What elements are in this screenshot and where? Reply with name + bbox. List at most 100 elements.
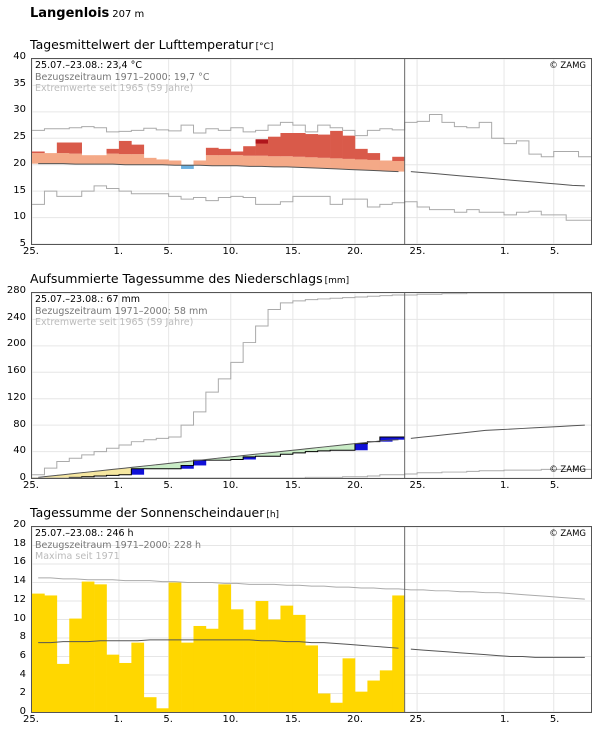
sunshine-x-tick: 25. <box>23 714 39 725</box>
temperature-bar-warm <box>305 134 319 158</box>
sunshine-x-tick: 1. <box>499 714 510 725</box>
temperature-title-text: Tagesmittelwert der Lufttemperatur <box>30 37 254 52</box>
sunshine-x-tick: 5. <box>163 714 173 725</box>
precipitation-deficit-area <box>255 453 269 457</box>
precipitation-deficit-area <box>268 452 281 457</box>
sunshine-y-tick: 12 <box>13 593 26 605</box>
precipitation-deficit-area <box>44 476 58 478</box>
temperature-bar-mild <box>131 154 145 165</box>
precipitation-info-line: 25.07.–23.08.: 67 mm <box>35 294 141 305</box>
temperature-extreme-max-line <box>32 114 591 158</box>
sunshine-x-tick: 1. <box>113 714 124 725</box>
temperature-bar-warm <box>131 144 145 155</box>
temperature-bar-warm <box>342 135 356 159</box>
temperature-normal-line <box>38 163 399 173</box>
temperature-y-tick: 30 <box>13 104 26 116</box>
precipitation-x-tick: 20. <box>347 480 364 491</box>
temperature-bar-warm <box>32 151 45 154</box>
sunshine-y-tick: 8 <box>19 631 26 643</box>
temperature-info-line: 25.07.–23.08.: 23,4 °C <box>35 60 142 71</box>
temperature-info-line: Extremwerte seit 1965 (59 Jahre) <box>35 83 194 94</box>
temperature-bar-mild <box>156 159 169 165</box>
sunshine-bar <box>156 708 169 712</box>
temperature-bar-mild <box>268 156 281 167</box>
temperature-bar-mild <box>243 155 256 167</box>
temperature-bar-mild <box>44 153 58 164</box>
precipitation-daily-block <box>379 437 393 442</box>
temperature-bar-mild <box>143 157 157 165</box>
temperature-bar-mild <box>230 155 244 166</box>
precipitation-x-tick: 5. <box>163 480 173 491</box>
precipitation-deficit-area <box>280 450 294 455</box>
sunshine-info-line: Bezugszeitraum 1971–2000: 228 h <box>35 539 202 551</box>
precipitation-deficit-area <box>156 464 169 469</box>
precipitation-deficit-area <box>181 461 194 466</box>
temperature-bar-warm <box>118 140 132 155</box>
precipitation-deficit-area <box>292 449 306 453</box>
temperature-chart <box>31 58 592 245</box>
sunshine-bar <box>143 697 157 712</box>
precipitation-y-tick: 160 <box>6 365 26 377</box>
precipitation-deficit-area <box>342 444 356 451</box>
temperature-y-tick: 10 <box>13 211 26 223</box>
precipitation-excess-area <box>392 437 405 440</box>
temperature-bar-warm <box>106 148 120 154</box>
temperature-bar-mild <box>218 155 232 166</box>
temperature-chart-title: Tagesmittelwert der Lufttemperatur [°C] <box>30 37 273 52</box>
temperature-bar-very-warm <box>255 139 269 144</box>
station-name: Langenlois <box>30 6 110 21</box>
sunshine-y-tick: 10 <box>13 612 26 624</box>
station-altitude: 207 m <box>112 9 145 20</box>
sunshine-bar <box>230 609 244 712</box>
precipitation-x-tick: 10. <box>222 480 239 491</box>
precipitation-y-tick: 240 <box>6 311 26 323</box>
precipitation-deficit-area <box>56 474 70 478</box>
precipitation-daily-block <box>243 456 256 460</box>
temperature-bar-warm <box>354 148 368 160</box>
sunshine-bar <box>193 625 207 712</box>
temperature-bar-mild <box>392 161 405 172</box>
temperature-bar-warm <box>56 142 70 154</box>
temperature-bar-warm <box>292 133 306 157</box>
sunshine-y-tick: 0 <box>19 706 26 717</box>
station-header: Langenlois 207 m <box>30 6 144 21</box>
sunshine-unit: [h] <box>266 510 280 520</box>
sunshine-bar <box>218 584 232 712</box>
sunshine-plot <box>32 527 591 712</box>
precipitation-chart <box>31 292 592 479</box>
temperature-unit: [°C] <box>255 42 274 52</box>
precipitation-x-tick: 1. <box>113 480 124 491</box>
temperature-x-tick: 20. <box>347 246 364 257</box>
precipitation-x-tick: 25. <box>409 480 426 491</box>
precipitation-y-tick: 120 <box>6 391 26 403</box>
temperature-bar-warm <box>230 151 244 156</box>
precipitation-deficit-area <box>106 469 120 476</box>
temperature-bar-mild <box>69 153 82 165</box>
temperature-bar-warm <box>367 153 381 160</box>
precipitation-x-tick: 5. <box>549 480 560 491</box>
sunshine-normal-line <box>38 639 399 649</box>
temperature-y-tick: 35 <box>13 77 26 89</box>
sunshine-bar <box>243 629 256 712</box>
precipitation-deficit-area <box>131 466 145 469</box>
sunshine-y-tick: 18 <box>13 537 26 549</box>
temperature-bar-mild <box>367 159 381 171</box>
precipitation-deficit-area <box>143 465 157 469</box>
sunshine-x-tick: 20. <box>347 714 364 725</box>
precipitation-y-tick: 200 <box>6 338 26 350</box>
precipitation-extreme-max-line <box>32 293 591 476</box>
precipitation-y-tick: 0 <box>19 472 26 483</box>
precipitation-x-tick: 15. <box>284 480 301 491</box>
sunshine-y-tick: 4 <box>19 668 26 680</box>
sunshine-bar <box>131 642 145 712</box>
sunshine-bar <box>268 619 281 712</box>
temperature-x-tick: 15. <box>284 246 301 257</box>
temperature-bar-warm <box>218 148 232 156</box>
temperature-x-tick: 5. <box>163 246 173 257</box>
precipitation-unit: [mm] <box>324 276 350 286</box>
temperature-y-tick: 20 <box>13 157 26 169</box>
sunshine-chart-title: Tagessumme der Sonnenscheindauer [h] <box>30 505 279 520</box>
precipitation-daily-block <box>193 460 207 466</box>
precipitation-chart-title: Aufsummierte Tagessumme des Niederschlag… <box>30 271 349 286</box>
sunshine-info: 25.07.–23.08.: 246 h Bezugszeitraum 1971–… <box>35 528 201 563</box>
